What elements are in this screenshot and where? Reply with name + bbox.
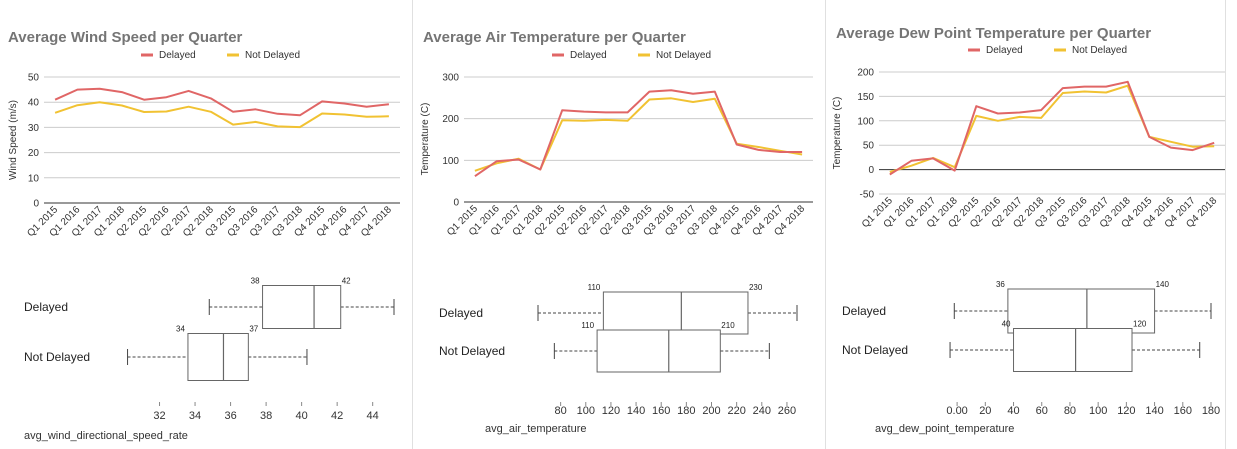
chart-title: Average Wind Speed per Quarter — [8, 29, 243, 46]
chart-title: Average Dew Point Temperature per Quarte… — [836, 25, 1151, 42]
wind-speed-line-chart: Average Wind Speed per Quarter Delayed Not… — [8, 29, 400, 239]
dew-point-panel: Average Dew Point Temperature per Quarte… — [826, 0, 1237, 449]
q1-label-not-delayed: 110 — [581, 321, 594, 330]
q1-label-delayed: 36 — [996, 280, 1005, 289]
y-axis-label: Wind Speed (m/s) — [8, 100, 19, 180]
legend-label-not-delayed: Not Delayed — [656, 50, 711, 61]
y-tick-label: 20 — [28, 148, 40, 159]
x-tick-label: 180 — [1202, 405, 1220, 417]
x-tick-label: 140 — [1145, 405, 1163, 417]
category-label-delayed: Delayed — [842, 304, 886, 318]
wind-speed-box-plot: Delayed 38 42 Not Delayed 34 37 32 34 36 38 40 42 44… — [24, 277, 395, 442]
x-tick-label: 160 — [652, 405, 670, 417]
chart-title: Average Air Temperature per Quarter — [423, 29, 686, 46]
x-tick-label: 34 — [189, 410, 201, 422]
box-delayed — [262, 285, 342, 329]
q3-label-delayed: 140 — [1156, 280, 1170, 289]
series-line-not-delayed — [54, 101, 389, 129]
series-line-delayed — [474, 89, 803, 178]
panel-divider — [825, 0, 826, 449]
q1-label-delayed: 38 — [251, 277, 260, 286]
legend-label-not-delayed: Not Delayed — [1072, 45, 1127, 56]
x-tick-label: 36 — [224, 410, 236, 422]
x-tick-label: 140 — [627, 405, 645, 417]
box-delayed — [602, 291, 749, 335]
y-axis-label: Temperature (C) — [420, 103, 431, 176]
legend-label-delayed: Delayed — [986, 45, 1023, 56]
box-not-delayed — [187, 333, 249, 381]
x-tick-label: 80 — [555, 405, 567, 417]
x-tick-label: 20 — [979, 405, 991, 417]
y-tick-label: 50 — [28, 73, 40, 84]
x-tick-label: 60 — [1036, 405, 1048, 417]
legend-label-delayed: Delayed — [159, 50, 196, 61]
x-tick-label: 80 — [1064, 405, 1076, 417]
x-tick-label: 260 — [778, 405, 796, 417]
air-temperature-panel: Average Air Temperature per Quarter Delay… — [413, 0, 825, 449]
category-label-not-delayed: Not Delayed — [24, 350, 90, 364]
y-tick-label: 50 — [863, 141, 875, 152]
q3-label-delayed: 42 — [342, 277, 351, 286]
air-temperature-line-chart: Average Air Temperature per Quarter Delay… — [420, 29, 813, 238]
box-delayed — [1007, 288, 1156, 334]
series-line-delayed — [889, 80, 1215, 176]
legend-label-not-delayed: Not Delayed — [245, 50, 300, 61]
q1-label-delayed: 110 — [588, 283, 601, 292]
category-label-delayed: Delayed — [439, 306, 483, 320]
dew-point-box-plot: Delayed 36 140 Not Delayed 40 120 0.00 20 40 60 80… — [842, 280, 1220, 435]
q3-label-not-delayed: 120 — [1133, 320, 1147, 329]
y-tick-label: 100 — [857, 116, 874, 127]
dew-point-line-chart: Average Dew Point Temperature per Quarte… — [832, 25, 1225, 230]
x-tick-label: 42 — [331, 410, 343, 422]
x-axis-label: avg_wind_directional_speed_rate — [24, 430, 188, 442]
air-temperature-box-plot: Delayed 110 230 Not Delayed 110 210 80 100 120 14… — [439, 283, 798, 435]
q1-label-not-delayed: 40 — [1002, 320, 1011, 329]
x-tick-label: 40 — [1007, 405, 1019, 417]
y-tick-label: 150 — [857, 92, 874, 103]
panel-divider — [412, 0, 413, 449]
x-tick-label: 120 — [1117, 405, 1135, 417]
q1-label-not-delayed: 34 — [176, 325, 185, 334]
y-tick-label: 0 — [453, 198, 459, 209]
legend-label-delayed: Delayed — [570, 50, 607, 61]
y-tick-label: 100 — [442, 156, 459, 167]
y-tick-label: -50 — [860, 190, 875, 201]
y-tick-label: 300 — [442, 73, 459, 84]
category-label-not-delayed: Not Delayed — [439, 344, 505, 358]
x-tick-label: 240 — [753, 405, 771, 417]
box-not-delayed — [1013, 328, 1133, 372]
x-tick-label: 160 — [1174, 405, 1192, 417]
page-edge-line — [1225, 0, 1226, 449]
x-tick-label: 38 — [260, 410, 272, 422]
x-tick-label: 100 — [1089, 405, 1107, 417]
y-tick-label: 200 — [857, 68, 874, 79]
x-tick-label: 32 — [153, 410, 165, 422]
x-tick-label: 44 — [367, 410, 379, 422]
x-tick-label: 100 — [577, 405, 595, 417]
x-tick-label: 220 — [727, 405, 745, 417]
x-axis-label: avg_air_temperature — [485, 423, 587, 435]
y-tick-label: 40 — [28, 98, 40, 109]
q3-label-not-delayed: 37 — [249, 325, 258, 334]
x-tick-label: 40 — [296, 410, 308, 422]
series-line-not-delayed — [889, 84, 1215, 173]
y-tick-label: 30 — [28, 123, 40, 134]
q3-label-not-delayed: 210 — [721, 321, 735, 330]
y-tick-label: 10 — [28, 173, 40, 184]
y-tick-label: 0 — [33, 199, 39, 210]
x-tick-label: 200 — [702, 405, 720, 417]
x-axis-label: avg_dew_point_temperature — [875, 423, 1014, 435]
q3-label-delayed: 230 — [749, 283, 763, 292]
y-tick-label: 200 — [442, 114, 459, 125]
x-tick-label: 120 — [602, 405, 620, 417]
y-tick-label: 0 — [868, 165, 874, 176]
series-line-delayed — [54, 87, 390, 117]
box-not-delayed — [596, 329, 721, 373]
x-tick-label: 0.00 — [946, 405, 967, 417]
wind-speed-panel: Average Wind Speed per Quarter Delayed Not… — [0, 0, 412, 449]
x-tick-label: 180 — [677, 405, 695, 417]
category-label-delayed: Delayed — [24, 300, 68, 314]
y-axis-label: Temperature (C) — [832, 97, 843, 170]
category-label-not-delayed: Not Delayed — [842, 343, 908, 357]
